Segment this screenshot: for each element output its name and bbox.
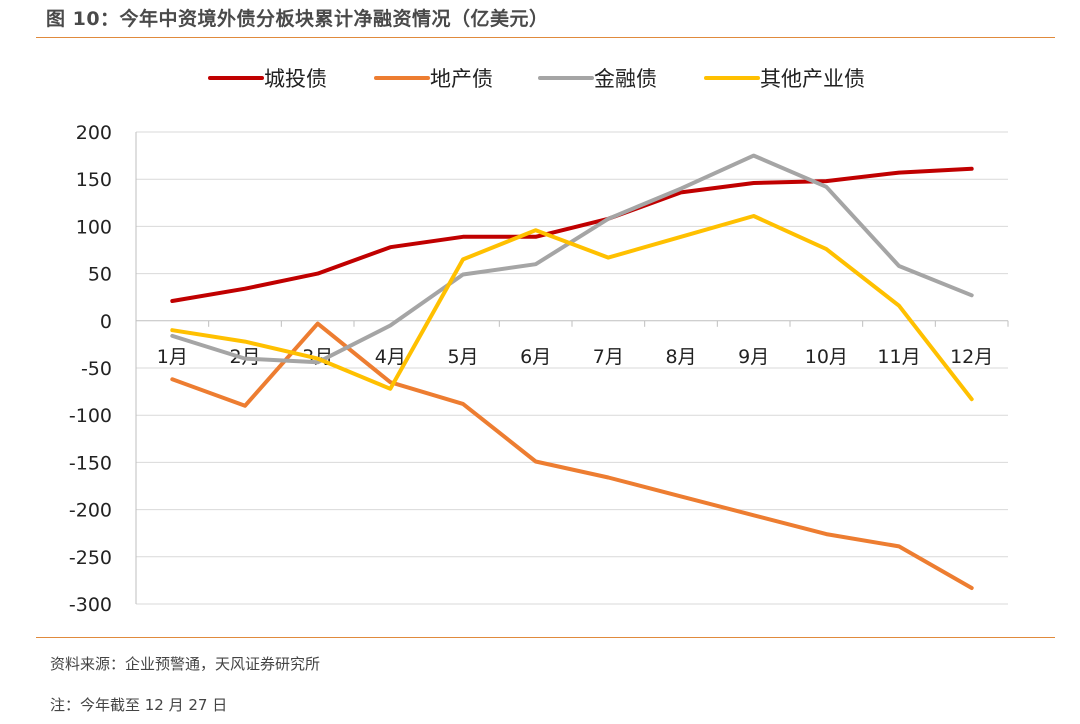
series-line-4 xyxy=(170,214,974,402)
y-tick-label: 200 xyxy=(76,122,112,144)
top-divider xyxy=(36,37,1055,38)
legend-item-4: 其他产业债 xyxy=(704,67,865,91)
x-tick-label: 8月 xyxy=(665,346,696,368)
x-tick-label: 4月 xyxy=(375,346,406,368)
y-tick-label: 0 xyxy=(100,311,112,333)
bottom-divider xyxy=(36,637,1055,638)
x-tick-label: 5月 xyxy=(447,346,478,368)
footnote: 注：今年截至 12 月 27 日 xyxy=(50,696,228,714)
y-tick-label: 50 xyxy=(88,264,112,286)
y-tick-labels: 200 150 100 50 0 -50 -100 -150 -200 -250 -300 xyxy=(69,122,112,616)
y-tick-label: -50 xyxy=(81,358,112,380)
y-tick-label: -250 xyxy=(69,547,112,569)
y-tick-label: -100 xyxy=(69,405,112,427)
y-tick-label: -200 xyxy=(69,500,112,522)
x-tick-label: 10月 xyxy=(805,346,848,368)
legend-item-3: 金融债 xyxy=(538,67,657,91)
x-tick-label: 7月 xyxy=(593,346,624,368)
series-line-1 xyxy=(170,166,974,303)
gridlines xyxy=(136,131,1008,605)
x-tick-label: 1月 xyxy=(157,346,188,368)
x-tick-label: 11月 xyxy=(877,346,920,368)
series-line-2 xyxy=(170,321,974,590)
x-tick-labels: 1月 2月 3月 4月 5月 6月 7月 8月 9月 10月 11月 12月 xyxy=(157,346,993,368)
legend-label: 其他产业债 xyxy=(760,67,865,91)
x-tick-label: 6月 xyxy=(520,346,551,368)
axes xyxy=(135,132,1009,604)
source-note: 资料来源：企业预警通，天风证券研究所 xyxy=(50,655,321,673)
series-lines xyxy=(170,153,974,590)
legend: 城投债 地产债 金融债 其他产业债 xyxy=(208,67,865,91)
y-tick-label: -150 xyxy=(69,452,112,474)
x-tick-label: 12月 xyxy=(950,346,993,368)
legend-label: 金融债 xyxy=(594,67,657,91)
legend-item-1: 城投债 xyxy=(208,67,327,91)
legend-item-2: 地产债 xyxy=(374,67,493,91)
x-tick-label: 9月 xyxy=(738,346,769,368)
y-tick-label: -300 xyxy=(69,594,112,616)
legend-label: 城投债 xyxy=(264,67,327,91)
y-tick-label: 100 xyxy=(76,216,112,238)
series-line-3 xyxy=(170,153,974,365)
y-tick-label: 150 xyxy=(76,169,112,191)
legend-label: 地产债 xyxy=(430,67,493,91)
figure-title: 图 10：今年中资境外债分板块累计净融资情况（亿美元） xyxy=(46,8,549,30)
